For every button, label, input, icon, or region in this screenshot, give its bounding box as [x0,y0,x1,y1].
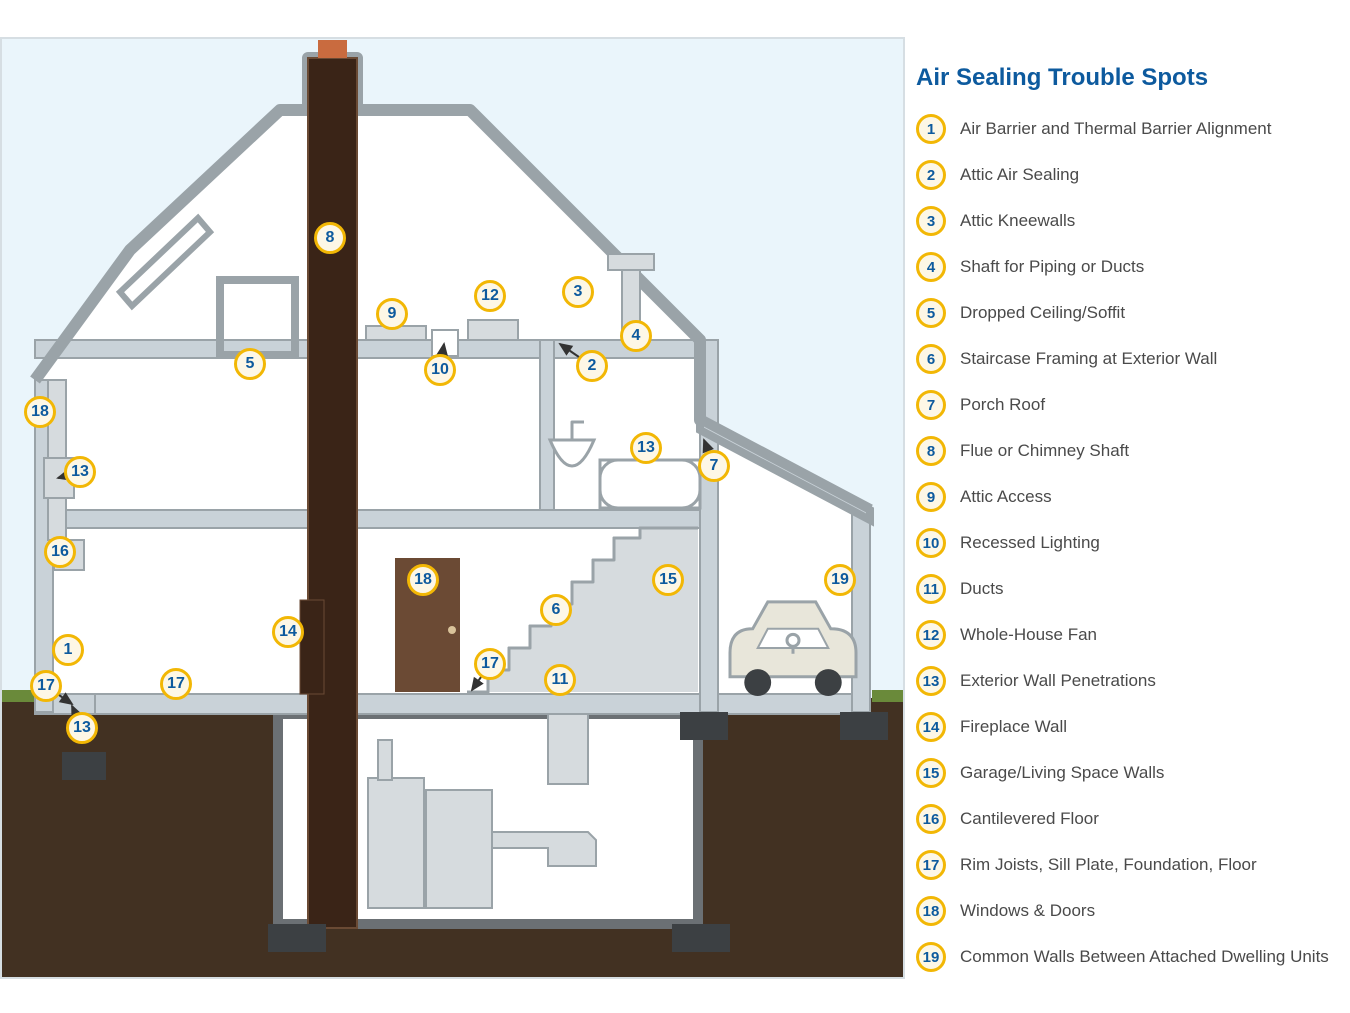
legend-label: Windows & Doors [960,896,1095,922]
legend-row: 2 Attic Air Sealing [916,160,1336,190]
legend-number-badge: 9 [916,482,946,512]
legend-number-badge: 17 [916,850,946,880]
legend-label: Rim Joists, Sill Plate, Foundation, Floo… [960,850,1257,876]
legend-row: 16 Cantilevered Floor [916,804,1336,834]
diagram-marker: 11 [544,664,576,696]
legend-label: Attic Air Sealing [960,160,1079,186]
legend-number-badge: 1 [916,114,946,144]
legend-label: Attic Access [960,482,1052,508]
legend-label: Shaft for Piping or Ducts [960,252,1144,278]
legend-number-badge: 7 [916,390,946,420]
legend-label: Porch Roof [960,390,1045,416]
legend-row: 12 Whole-House Fan [916,620,1336,650]
legend: Air Sealing Trouble Spots 1 Air Barrier a… [916,64,1336,988]
legend-row: 18 Windows & Doors [916,896,1336,926]
legend-row: 17 Rim Joists, Sill Plate, Foundation, Fl… [916,850,1336,880]
legend-row: 14 Fireplace Wall [916,712,1336,742]
diagram-marker: 14 [272,616,304,648]
diagram-marker: 13 [64,456,96,488]
legend-row: 13 Exterior Wall Penetrations [916,666,1336,696]
diagram-marker: 17 [160,668,192,700]
legend-number-badge: 19 [916,942,946,972]
diagram-marker: 7 [698,450,730,482]
legend-label: Recessed Lighting [960,528,1100,554]
diagram-marker: 8 [314,222,346,254]
diagram-marker: 15 [652,564,684,596]
legend-row: 9 Attic Access [916,482,1336,512]
legend-row: 19 Common Walls Between Attached Dwelling… [916,942,1336,972]
diagram-marker: 9 [376,298,408,330]
legend-number-badge: 15 [916,758,946,788]
legend-row: 3 Attic Kneewalls [916,206,1336,236]
legend-title: Air Sealing Trouble Spots [916,64,1336,92]
legend-row: 15 Garage/Living Space Walls [916,758,1336,788]
diagram-marker: 17 [30,670,62,702]
legend-label: Staircase Framing at Exterior Wall [960,344,1217,370]
legend-number-badge: 3 [916,206,946,236]
diagram-marker: 16 [44,536,76,568]
house-cross-section [0,0,905,1013]
legend-label: Common Walls Between Attached Dwelling U… [960,942,1329,968]
legend-label: Cantilevered Floor [960,804,1099,830]
figure-root: { "canvas":{"width":1350,"height":1013},… [0,0,1350,1013]
legend-label: Flue or Chimney Shaft [960,436,1129,462]
diagram-marker: 6 [540,594,572,626]
legend-row: 4 Shaft for Piping or Ducts [916,252,1336,282]
diagram-marker: 13 [66,712,98,744]
legend-label: Garage/Living Space Walls [960,758,1164,784]
legend-number-badge: 2 [916,160,946,190]
legend-items: 1 Air Barrier and Thermal Barrier Alignme… [916,114,1336,972]
legend-label: Fireplace Wall [960,712,1067,738]
legend-row: 11 Ducts [916,574,1336,604]
diagram-marker: 18 [407,564,439,596]
diagram-marker: 17 [474,648,506,680]
legend-number-badge: 5 [916,298,946,328]
legend-label: Dropped Ceiling/Soffit [960,298,1125,324]
legend-row: 5 Dropped Ceiling/Soffit [916,298,1336,328]
legend-number-badge: 14 [916,712,946,742]
diagram-marker: 13 [630,432,662,464]
legend-number-badge: 12 [916,620,946,650]
legend-number-badge: 18 [916,896,946,926]
legend-row: 10 Recessed Lighting [916,528,1336,558]
legend-row: 1 Air Barrier and Thermal Barrier Alignme… [916,114,1336,144]
legend-number-badge: 6 [916,344,946,374]
legend-label: Ducts [960,574,1003,600]
diagram-marker: 4 [620,320,652,352]
legend-number-badge: 16 [916,804,946,834]
legend-number-badge: 8 [916,436,946,466]
legend-label: Exterior Wall Penetrations [960,666,1156,692]
diagram-marker: 10 [424,354,456,386]
legend-row: 6 Staircase Framing at Exterior Wall [916,344,1336,374]
diagram-marker: 1 [52,634,84,666]
legend-label: Whole-House Fan [960,620,1097,646]
diagram-marker: 18 [24,396,56,428]
legend-label: Air Barrier and Thermal Barrier Alignmen… [960,114,1271,140]
legend-number-badge: 4 [916,252,946,282]
diagram-marker: 5 [234,348,266,380]
legend-number-badge: 10 [916,528,946,558]
legend-number-badge: 13 [916,666,946,696]
diagram-marker: 2 [576,350,608,382]
diagram-marker: 12 [474,280,506,312]
legend-number-badge: 11 [916,574,946,604]
legend-row: 7 Porch Roof [916,390,1336,420]
diagram-marker: 19 [824,564,856,596]
legend-label: Attic Kneewalls [960,206,1075,232]
diagram-marker: 3 [562,276,594,308]
legend-row: 8 Flue or Chimney Shaft [916,436,1336,466]
